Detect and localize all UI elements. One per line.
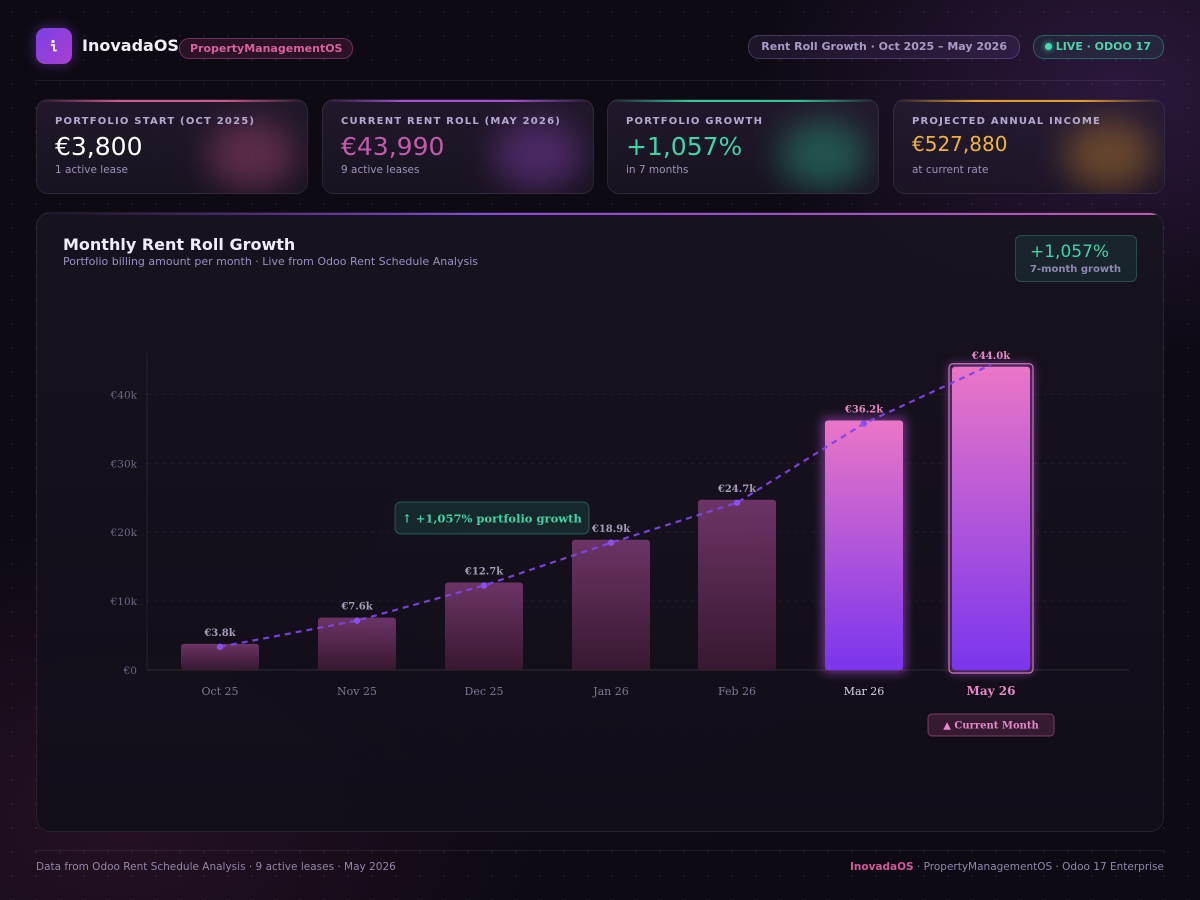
chart-accent-line bbox=[37, 213, 1163, 215]
kpi-accent-line bbox=[608, 100, 878, 102]
live-status-label: LIVE · ODOO 17 bbox=[1055, 40, 1151, 53]
growth-summary-box: +1,057% 7-month growth bbox=[1015, 235, 1137, 282]
kpi-accent-line bbox=[894, 100, 1164, 102]
kpi-subtext: 1 active lease bbox=[55, 164, 129, 176]
bar-data-label: €12.7k bbox=[464, 566, 504, 577]
product-badge: PropertyManagementOS bbox=[179, 38, 354, 59]
y-tick-label: €30k bbox=[110, 458, 138, 470]
bar bbox=[318, 617, 396, 670]
bar bbox=[572, 539, 650, 670]
footer-credits-text: · PropertyManagementOS · Odoo 17 Enterpr… bbox=[913, 861, 1164, 873]
bar bbox=[445, 582, 523, 670]
kpi-value: +1,057% bbox=[626, 132, 743, 161]
kpi-subtext: in 7 months bbox=[626, 164, 689, 176]
growth-annotation-text: ↑ +1,057% portfolio growth bbox=[402, 512, 582, 526]
kpi-card-portfolio-start: PORTFOLIO START (OCT 2025) €3,800 1 acti… bbox=[36, 99, 308, 194]
y-tick-label: €10k bbox=[110, 596, 138, 608]
bar bbox=[825, 420, 903, 670]
kpi-label: CURRENT RENT ROLL (MAY 2026) bbox=[341, 116, 562, 127]
kpi-value: €527,880 bbox=[912, 132, 1008, 156]
current-month-tag-label: ▲ Current Month bbox=[943, 721, 1039, 732]
kpi-accent-line bbox=[323, 100, 593, 102]
kpi-label: PORTFOLIO START (OCT 2025) bbox=[55, 116, 256, 127]
chart-subtitle: Portfolio billing amount per month · Liv… bbox=[63, 255, 479, 268]
kpi-value: €43,990 bbox=[341, 132, 445, 161]
bar bbox=[698, 499, 776, 670]
y-tick-label: €40k bbox=[110, 389, 138, 401]
trend-point bbox=[216, 643, 224, 651]
kpi-label: PROJECTED ANNUAL INCOME bbox=[912, 116, 1102, 127]
x-tick-label: Feb 26 bbox=[718, 685, 756, 698]
kpi-glow bbox=[207, 120, 297, 190]
trend-point bbox=[860, 420, 868, 427]
chart-title: Monthly Rent Roll Growth bbox=[63, 235, 296, 254]
y-tick-label: €0 bbox=[123, 665, 137, 677]
trend-point bbox=[733, 499, 741, 506]
top-header: InovadaOS PropertyManagementOS Rent Roll… bbox=[36, 28, 1164, 81]
x-tick-label: Dec 25 bbox=[465, 685, 504, 698]
bar-data-label: €7.6k bbox=[340, 602, 373, 613]
growth-summary-label: 7-month growth bbox=[1030, 264, 1121, 275]
live-status-pill: LIVE · ODOO 17 bbox=[1032, 35, 1164, 59]
live-dot-icon bbox=[1044, 43, 1052, 50]
x-tick-label: Jan 26 bbox=[592, 685, 629, 698]
x-tick-label: Oct 25 bbox=[201, 685, 238, 698]
bar-data-label: €44.0k bbox=[971, 351, 1011, 362]
current-bar-outline bbox=[948, 363, 1034, 674]
trend-point bbox=[607, 539, 615, 546]
growth-annotation-box bbox=[394, 501, 590, 535]
kpi-card-projected-income: PROJECTED ANNUAL INCOME €527,880 at curr… bbox=[893, 99, 1165, 194]
x-tick-label: Mar 26 bbox=[844, 685, 885, 698]
bar bbox=[181, 643, 259, 670]
trend-point bbox=[353, 617, 361, 624]
bar-data-label: €18.9k bbox=[591, 524, 631, 535]
x-tick-label: May 26 bbox=[967, 684, 1016, 698]
footer-credits: InovadaOS · PropertyManagementOS · Odoo … bbox=[850, 861, 1164, 873]
kpi-subtext: at current rate bbox=[912, 164, 989, 176]
brand-name: InovadaOS bbox=[82, 36, 179, 55]
kpi-subtext: 9 active leases bbox=[341, 164, 420, 176]
x-tick-label: Nov 25 bbox=[337, 685, 377, 698]
app-logo-icon[interactable] bbox=[36, 28, 72, 64]
growth-summary-value: +1,057% bbox=[1030, 242, 1110, 262]
date-range-pill[interactable]: Rent Roll Growth · Oct 2025 – May 2026 bbox=[748, 35, 1020, 59]
footer-source-note: Data from Odoo Rent Schedule Analysis · … bbox=[36, 861, 396, 873]
rent-roll-bar-chart: €0 €10k €20k €30k €40k €3.8k Oct 25 €7.6k Nov 25… bbox=[110, 351, 1129, 737]
kpi-card-portfolio-growth: PORTFOLIO GROWTH +1,057% in 7 months bbox=[607, 99, 879, 194]
kpi-glow bbox=[778, 120, 868, 190]
kpi-card-current-rent-roll: CURRENT RENT ROLL (MAY 2026) €43,990 9 a… bbox=[322, 99, 594, 194]
bar-data-label: €3.8k bbox=[203, 628, 236, 639]
trend-point bbox=[480, 582, 488, 589]
kpi-label: PORTFOLIO GROWTH bbox=[626, 116, 764, 127]
current-month-tag bbox=[927, 713, 1055, 737]
bar bbox=[952, 366, 1030, 670]
kpi-accent-line bbox=[37, 100, 307, 102]
kpi-value: €3,800 bbox=[55, 132, 143, 161]
bar-data-label: €36.2k bbox=[844, 405, 884, 416]
kpi-glow bbox=[493, 120, 583, 190]
footer-brand: InovadaOS bbox=[849, 861, 914, 873]
y-tick-label: €20k bbox=[110, 527, 138, 539]
page-footer: Data from Odoo Rent Schedule Analysis · … bbox=[36, 850, 1164, 881]
rent-roll-chart-card: Monthly Rent Roll Growth Portfolio billi… bbox=[36, 212, 1164, 832]
bar-data-label: €24.7k bbox=[717, 484, 757, 495]
kpi-glow bbox=[1064, 120, 1154, 190]
